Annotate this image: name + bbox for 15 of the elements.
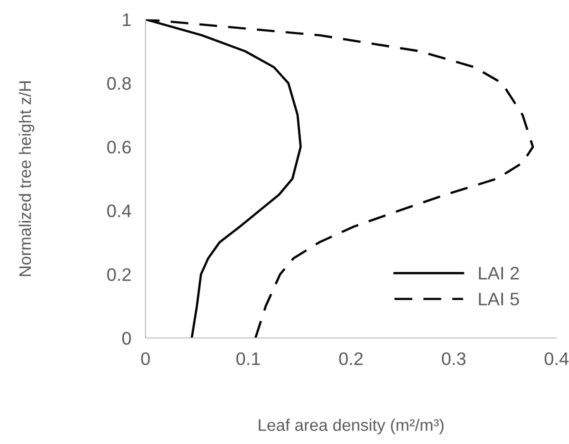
y-tick-label: 0.8	[107, 77, 131, 90]
y-tick-label: 0	[122, 332, 131, 345]
y-tick-label: 1	[122, 14, 131, 26]
x-tick-label: 0.3	[442, 352, 466, 366]
x-tick-label: 0.4	[544, 352, 569, 366]
y-tick-label: 0.4	[107, 204, 132, 218]
x-tick-label: 0	[141, 352, 150, 366]
y-tick-label: 0.2	[107, 268, 131, 281]
x-tick-label: 0.1	[236, 352, 260, 366]
y-axis-title: Normalized tree height z/H	[18, 81, 34, 276]
x-axis-title: Leaf area density (m²/m³)	[258, 418, 444, 434]
x-tick-label: 0.2	[339, 352, 363, 366]
y-tick-label: 0.6	[107, 140, 131, 154]
legend-label: LAI 2	[479, 266, 519, 280]
legend-label: LAI 5	[479, 292, 519, 306]
